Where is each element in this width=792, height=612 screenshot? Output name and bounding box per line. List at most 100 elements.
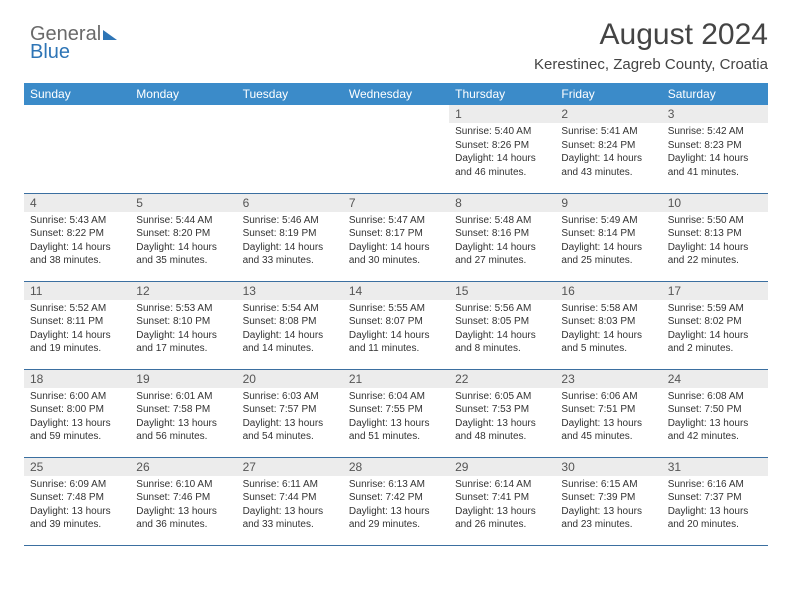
calendar-row: 4Sunrise: 5:43 AMSunset: 8:22 PMDaylight… — [24, 193, 768, 281]
calendar-cell: .. — [343, 105, 449, 193]
month-title: August 2024 — [24, 18, 768, 52]
calendar-row: 11Sunrise: 5:52 AMSunset: 8:11 PMDayligh… — [24, 281, 768, 369]
weekday-header: Sunday — [24, 83, 130, 105]
calendar-cell: 1Sunrise: 5:40 AMSunset: 8:26 PMDaylight… — [449, 105, 555, 193]
day-body: Sunrise: 6:03 AMSunset: 7:57 PMDaylight:… — [237, 388, 343, 448]
day-number: 30 — [555, 458, 661, 476]
calendar-row: ........1Sunrise: 5:40 AMSunset: 8:26 PM… — [24, 105, 768, 193]
calendar-cell: 29Sunrise: 6:14 AMSunset: 7:41 PMDayligh… — [449, 457, 555, 545]
day-number: 9 — [555, 194, 661, 212]
day-body: Sunrise: 5:54 AMSunset: 8:08 PMDaylight:… — [237, 300, 343, 360]
day-body: Sunrise: 6:05 AMSunset: 7:53 PMDaylight:… — [449, 388, 555, 448]
day-number: 26 — [130, 458, 236, 476]
day-number: 4 — [24, 194, 130, 212]
calendar-cell: 14Sunrise: 5:55 AMSunset: 8:07 PMDayligh… — [343, 281, 449, 369]
day-body: Sunrise: 6:01 AMSunset: 7:58 PMDaylight:… — [130, 388, 236, 448]
day-body: Sunrise: 6:16 AMSunset: 7:37 PMDaylight:… — [662, 476, 768, 536]
day-number: 12 — [130, 282, 236, 300]
day-body: Sunrise: 5:49 AMSunset: 8:14 PMDaylight:… — [555, 212, 661, 272]
calendar-cell: 23Sunrise: 6:06 AMSunset: 7:51 PMDayligh… — [555, 369, 661, 457]
day-body: Sunrise: 6:08 AMSunset: 7:50 PMDaylight:… — [662, 388, 768, 448]
calendar-cell: 2Sunrise: 5:41 AMSunset: 8:24 PMDaylight… — [555, 105, 661, 193]
calendar-cell: 15Sunrise: 5:56 AMSunset: 8:05 PMDayligh… — [449, 281, 555, 369]
calendar-cell: 27Sunrise: 6:11 AMSunset: 7:44 PMDayligh… — [237, 457, 343, 545]
day-number: 18 — [24, 370, 130, 388]
day-number: 15 — [449, 282, 555, 300]
weekday-header: Saturday — [662, 83, 768, 105]
calendar-cell: .. — [24, 105, 130, 193]
calendar-cell: 6Sunrise: 5:46 AMSunset: 8:19 PMDaylight… — [237, 193, 343, 281]
day-number: 20 — [237, 370, 343, 388]
day-body: Sunrise: 5:43 AMSunset: 8:22 PMDaylight:… — [24, 212, 130, 272]
calendar-cell: 10Sunrise: 5:50 AMSunset: 8:13 PMDayligh… — [662, 193, 768, 281]
day-number: 31 — [662, 458, 768, 476]
calendar-cell: 5Sunrise: 5:44 AMSunset: 8:20 PMDaylight… — [130, 193, 236, 281]
day-body: Sunrise: 5:59 AMSunset: 8:02 PMDaylight:… — [662, 300, 768, 360]
weekday-header: Friday — [555, 83, 661, 105]
calendar-cell: .. — [237, 105, 343, 193]
day-body: Sunrise: 6:06 AMSunset: 7:51 PMDaylight:… — [555, 388, 661, 448]
day-body: Sunrise: 6:13 AMSunset: 7:42 PMDaylight:… — [343, 476, 449, 536]
day-body: Sunrise: 5:41 AMSunset: 8:24 PMDaylight:… — [555, 123, 661, 183]
day-body: Sunrise: 5:40 AMSunset: 8:26 PMDaylight:… — [449, 123, 555, 183]
calendar-body: ........1Sunrise: 5:40 AMSunset: 8:26 PM… — [24, 105, 768, 545]
calendar-cell: 25Sunrise: 6:09 AMSunset: 7:48 PMDayligh… — [24, 457, 130, 545]
calendar-cell: 22Sunrise: 6:05 AMSunset: 7:53 PMDayligh… — [449, 369, 555, 457]
day-number: 19 — [130, 370, 236, 388]
calendar-cell: 30Sunrise: 6:15 AMSunset: 7:39 PMDayligh… — [555, 457, 661, 545]
day-number: 11 — [24, 282, 130, 300]
day-number: 14 — [343, 282, 449, 300]
day-number: 21 — [343, 370, 449, 388]
day-number: 16 — [555, 282, 661, 300]
calendar-row: 18Sunrise: 6:00 AMSunset: 8:00 PMDayligh… — [24, 369, 768, 457]
title-block: August 2024 Kerestinec, Zagreb County, C… — [24, 18, 768, 73]
day-body: Sunrise: 6:00 AMSunset: 8:00 PMDaylight:… — [24, 388, 130, 448]
day-body: Sunrise: 5:53 AMSunset: 8:10 PMDaylight:… — [130, 300, 236, 360]
day-body: Sunrise: 5:48 AMSunset: 8:16 PMDaylight:… — [449, 212, 555, 272]
calendar-cell: 3Sunrise: 5:42 AMSunset: 8:23 PMDaylight… — [662, 105, 768, 193]
day-number: 1 — [449, 105, 555, 123]
day-body: Sunrise: 6:10 AMSunset: 7:46 PMDaylight:… — [130, 476, 236, 536]
day-body: Sunrise: 5:58 AMSunset: 8:03 PMDaylight:… — [555, 300, 661, 360]
calendar-cell: 13Sunrise: 5:54 AMSunset: 8:08 PMDayligh… — [237, 281, 343, 369]
calendar-cell: .. — [130, 105, 236, 193]
day-number: 8 — [449, 194, 555, 212]
calendar-cell: 24Sunrise: 6:08 AMSunset: 7:50 PMDayligh… — [662, 369, 768, 457]
day-number: 25 — [24, 458, 130, 476]
calendar-cell: 26Sunrise: 6:10 AMSunset: 7:46 PMDayligh… — [130, 457, 236, 545]
calendar-cell: 7Sunrise: 5:47 AMSunset: 8:17 PMDaylight… — [343, 193, 449, 281]
day-number: 2 — [555, 105, 661, 123]
calendar-header: SundayMondayTuesdayWednesdayThursdayFrid… — [24, 83, 768, 105]
day-body: Sunrise: 5:46 AMSunset: 8:19 PMDaylight:… — [237, 212, 343, 272]
calendar-cell: 9Sunrise: 5:49 AMSunset: 8:14 PMDaylight… — [555, 193, 661, 281]
day-number: 10 — [662, 194, 768, 212]
calendar-cell: 19Sunrise: 6:01 AMSunset: 7:58 PMDayligh… — [130, 369, 236, 457]
day-number: 23 — [555, 370, 661, 388]
day-body: Sunrise: 5:42 AMSunset: 8:23 PMDaylight:… — [662, 123, 768, 183]
calendar-cell: 8Sunrise: 5:48 AMSunset: 8:16 PMDaylight… — [449, 193, 555, 281]
day-number: 24 — [662, 370, 768, 388]
day-number: 7 — [343, 194, 449, 212]
day-body: Sunrise: 6:14 AMSunset: 7:41 PMDaylight:… — [449, 476, 555, 536]
calendar-table: SundayMondayTuesdayWednesdayThursdayFrid… — [24, 83, 768, 546]
calendar-cell: 21Sunrise: 6:04 AMSunset: 7:55 PMDayligh… — [343, 369, 449, 457]
day-number: 27 — [237, 458, 343, 476]
day-number: 17 — [662, 282, 768, 300]
calendar-cell: 4Sunrise: 5:43 AMSunset: 8:22 PMDaylight… — [24, 193, 130, 281]
day-body: Sunrise: 5:55 AMSunset: 8:07 PMDaylight:… — [343, 300, 449, 360]
day-body: Sunrise: 5:44 AMSunset: 8:20 PMDaylight:… — [130, 212, 236, 272]
calendar-cell: 20Sunrise: 6:03 AMSunset: 7:57 PMDayligh… — [237, 369, 343, 457]
calendar-cell: 28Sunrise: 6:13 AMSunset: 7:42 PMDayligh… — [343, 457, 449, 545]
logo-line2: Blue — [30, 42, 117, 62]
logo: General Blue — [30, 24, 117, 62]
day-body: Sunrise: 6:09 AMSunset: 7:48 PMDaylight:… — [24, 476, 130, 536]
day-body: Sunrise: 5:50 AMSunset: 8:13 PMDaylight:… — [662, 212, 768, 272]
day-number: 13 — [237, 282, 343, 300]
weekday-header: Tuesday — [237, 83, 343, 105]
day-number: 6 — [237, 194, 343, 212]
calendar-cell: 16Sunrise: 5:58 AMSunset: 8:03 PMDayligh… — [555, 281, 661, 369]
day-number: 5 — [130, 194, 236, 212]
calendar-cell: 17Sunrise: 5:59 AMSunset: 8:02 PMDayligh… — [662, 281, 768, 369]
calendar-cell: 18Sunrise: 6:00 AMSunset: 8:00 PMDayligh… — [24, 369, 130, 457]
logo-sail-icon — [103, 30, 117, 40]
